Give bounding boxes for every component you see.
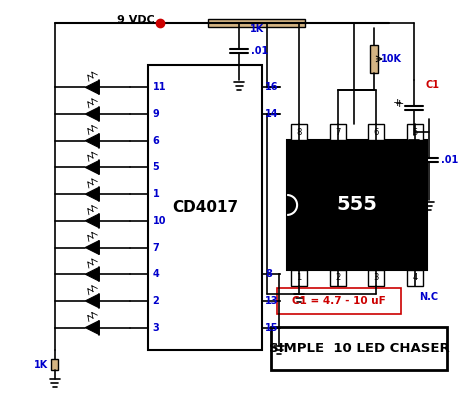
Bar — [291, 124, 307, 140]
Bar — [368, 270, 384, 286]
Bar — [370, 45, 378, 73]
Text: 1K: 1K — [250, 24, 264, 34]
Bar — [287, 140, 427, 270]
Polygon shape — [85, 134, 99, 148]
Text: 8: 8 — [265, 269, 272, 279]
Text: 11: 11 — [153, 82, 166, 92]
Text: 10K: 10K — [381, 54, 402, 64]
Text: 3: 3 — [374, 273, 379, 282]
FancyBboxPatch shape — [277, 288, 401, 314]
Polygon shape — [85, 321, 99, 335]
Text: 1K: 1K — [34, 359, 48, 369]
Text: .01: .01 — [441, 154, 458, 165]
Bar — [407, 124, 423, 140]
Text: 6: 6 — [153, 136, 159, 146]
Text: 8: 8 — [296, 128, 302, 137]
Bar — [330, 270, 346, 286]
Text: C1: C1 — [426, 80, 440, 90]
Text: 4: 4 — [153, 269, 159, 279]
Text: 7: 7 — [153, 243, 159, 252]
Text: 2: 2 — [335, 273, 340, 282]
Text: 5: 5 — [153, 162, 159, 173]
Text: 2: 2 — [153, 296, 159, 306]
Text: 4: 4 — [412, 273, 418, 282]
Text: 14: 14 — [265, 109, 279, 119]
Text: 9: 9 — [153, 109, 159, 119]
Bar — [291, 270, 307, 286]
Bar — [147, 66, 262, 350]
Bar — [368, 124, 384, 140]
Polygon shape — [85, 80, 99, 94]
Text: 3: 3 — [153, 323, 159, 333]
Bar — [407, 270, 423, 286]
Text: 6: 6 — [374, 128, 379, 137]
Text: 1: 1 — [153, 189, 159, 199]
Polygon shape — [85, 241, 99, 254]
Text: CD4017: CD4017 — [172, 200, 238, 215]
Text: 7: 7 — [335, 128, 340, 137]
Bar — [51, 359, 58, 371]
Text: 13: 13 — [265, 296, 279, 306]
Text: SIMPLE  10 LED CHASER: SIMPLE 10 LED CHASER — [269, 342, 449, 355]
Polygon shape — [85, 214, 99, 228]
Bar — [208, 19, 305, 26]
Text: 10: 10 — [153, 216, 166, 226]
Polygon shape — [85, 294, 99, 308]
FancyBboxPatch shape — [271, 327, 447, 371]
Text: 5: 5 — [412, 128, 418, 137]
Polygon shape — [85, 267, 99, 281]
Polygon shape — [85, 107, 99, 121]
Text: 9 VDC: 9 VDC — [117, 15, 155, 24]
Text: +: + — [395, 99, 404, 109]
Text: 15: 15 — [265, 323, 279, 333]
Text: 16: 16 — [265, 82, 279, 92]
Text: +: + — [392, 98, 402, 108]
Text: C1 = 4.7 - 10 uF: C1 = 4.7 - 10 uF — [292, 296, 386, 306]
Bar — [330, 124, 346, 140]
Text: 1: 1 — [296, 273, 302, 282]
Polygon shape — [85, 160, 99, 175]
Text: .01: .01 — [251, 47, 268, 56]
Text: 555: 555 — [337, 196, 377, 214]
Text: N.C: N.C — [419, 292, 438, 302]
Polygon shape — [85, 187, 99, 201]
